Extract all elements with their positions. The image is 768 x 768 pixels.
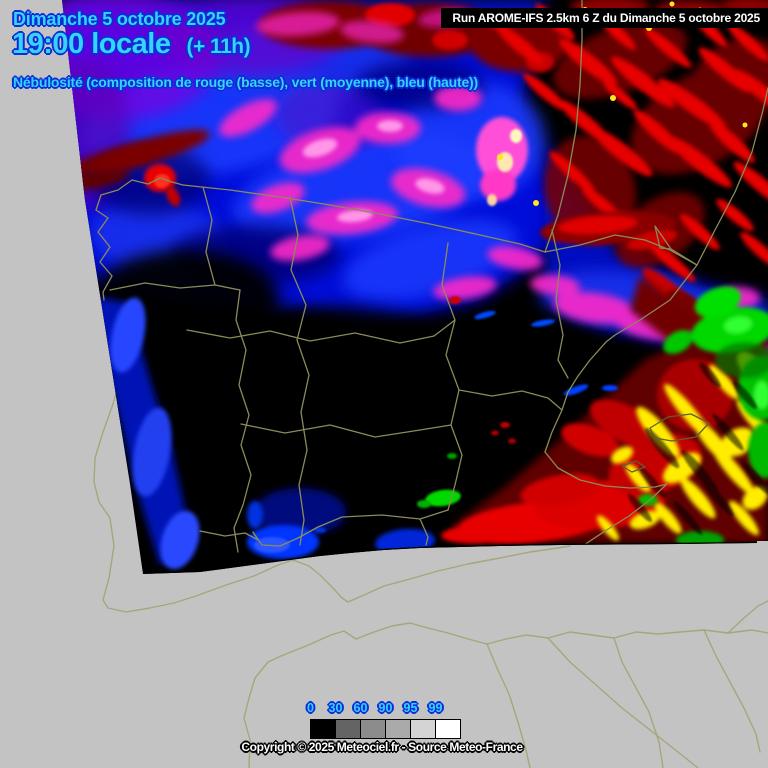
legend-cell [386, 720, 411, 738]
legend-tick: 90 [378, 701, 393, 715]
legend-tick: 30 [328, 701, 343, 715]
date-label: Dimanche 5 octobre 2025 [13, 9, 226, 29]
local-time-label: 19:00 locale [12, 28, 171, 60]
legend-cell [361, 720, 386, 738]
cloud-layer [62, 0, 768, 570]
legend-tick: 95 [403, 701, 418, 715]
time-offset-label: (+ 11h) [186, 35, 251, 58]
legend-cell [411, 720, 436, 738]
product-label: Nébulosité (composition de rouge (basse)… [13, 74, 478, 90]
legend-cell [436, 720, 460, 738]
legend-tick: 60 [353, 701, 368, 715]
legend-bar [310, 719, 461, 739]
coastlines-inside-domain [95, 0, 768, 553]
legend-cell [336, 720, 361, 738]
run-banner: Run AROME-IFS 2.5km 6 Z du Dimanche 5 oc… [441, 8, 768, 28]
copyright-label: Copyright © 2025 Meteociel.fr - Source M… [241, 740, 523, 754]
legend-tick: 99 [428, 701, 443, 715]
legend-ticks: 0 30 60 90 95 99 [298, 701, 448, 715]
legend-tick: 0 [307, 701, 314, 715]
legend-cell [311, 720, 336, 738]
time-row: 19:00 locale (+ 11h) [12, 28, 251, 60]
